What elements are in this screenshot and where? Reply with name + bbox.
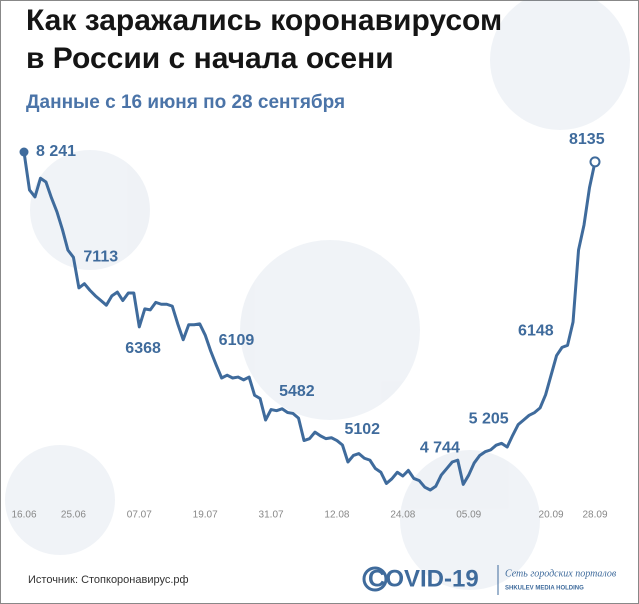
value-label: 5102 bbox=[344, 421, 380, 438]
chart-subtitle: Данные с 16 июня по 28 сентября bbox=[26, 92, 345, 113]
x-tick-label: 31.07 bbox=[259, 510, 284, 521]
x-tick-label: 28.09 bbox=[582, 510, 607, 521]
logo-icon bbox=[362, 566, 388, 592]
x-tick-label: 12.08 bbox=[324, 510, 349, 521]
value-label: 6148 bbox=[518, 323, 554, 340]
x-tick-label: 19.07 bbox=[193, 510, 218, 521]
x-tick-label: 25.06 bbox=[61, 510, 86, 521]
value-label: 4 744 bbox=[420, 440, 460, 457]
end-marker bbox=[589, 156, 601, 168]
x-tick-label: 16.06 bbox=[11, 510, 36, 521]
source: Источник: Стопкоронавирус.рф bbox=[28, 574, 189, 586]
value-label: 5482 bbox=[279, 383, 315, 400]
chart-title: в России с начала осени bbox=[26, 42, 394, 75]
x-tick-label: 20.09 bbox=[539, 510, 564, 521]
start-marker bbox=[19, 147, 29, 157]
x-tick-label: 05.09 bbox=[456, 510, 481, 521]
value-label: 8 241 bbox=[36, 143, 76, 160]
logo-name: COVID-19 bbox=[368, 565, 479, 592]
data-line bbox=[22, 151, 597, 492]
logo-network: Сеть городских порталов bbox=[505, 568, 617, 579]
x-tick-label: 07.07 bbox=[127, 510, 152, 521]
value-label: 7113 bbox=[83, 249, 118, 266]
value-label: 5 205 bbox=[469, 411, 509, 428]
logo-holding: SHKULEV MEDIA HOLDING bbox=[505, 586, 584, 592]
x-tick-label: 24.08 bbox=[390, 510, 415, 521]
value-label: 8135 bbox=[569, 131, 605, 148]
value-label: 6368 bbox=[125, 340, 161, 357]
chart-title: Как заражались коронавирусом bbox=[26, 4, 502, 37]
value-label: 6109 bbox=[219, 332, 255, 349]
